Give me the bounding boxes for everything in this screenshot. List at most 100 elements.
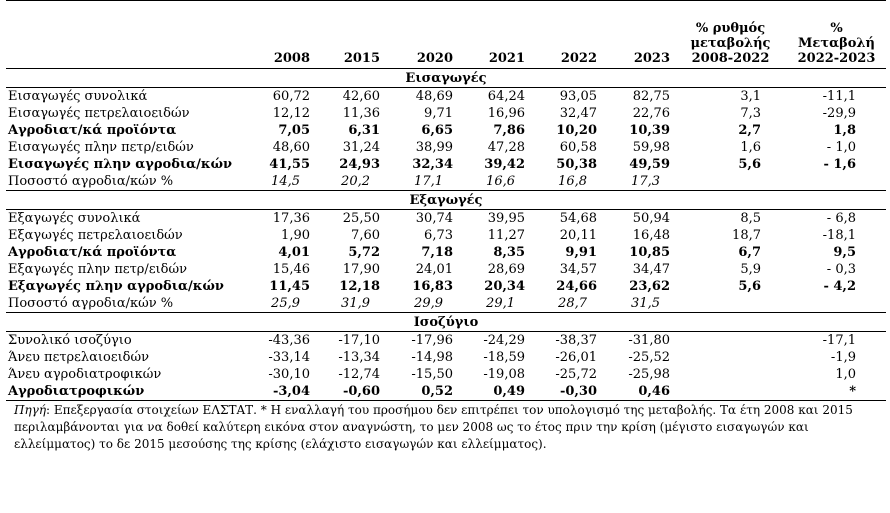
year-header: 2022 (560, 51, 597, 66)
row-label: Συνολικό ισοζύγιο (8, 333, 132, 348)
value-cell: 41,55 (269, 157, 310, 172)
value-cell: 32,47 (559, 106, 597, 121)
value-cell: 22,76 (632, 106, 670, 121)
value-cell: -30,10 (268, 367, 310, 382)
section-header-row: Εισαγωγές (6, 68, 886, 88)
value-cell: 17,36 (272, 211, 310, 226)
value-cell: 50,94 (632, 211, 670, 226)
rate-header-line: % ρυθμός (695, 21, 766, 36)
row-label: Αγροδιατ/κά προϊόντα (8, 245, 177, 260)
change-cell: -18,1 (822, 228, 856, 243)
value-cell: -25,98 (628, 367, 670, 382)
value-cell: 34,47 (632, 262, 670, 277)
value-cell: 38,99 (415, 140, 453, 155)
value-cell: 0,52 (384, 383, 457, 401)
value-cell: 82,75 (632, 89, 670, 104)
value-cell: 16,96 (487, 106, 525, 121)
row-label: Εξαγωγές πετρελαιοειδών (8, 228, 183, 243)
row-label: Εξαγωγές πλην αγροδια/κών (8, 279, 224, 294)
value-cell: 0,46 (601, 383, 674, 401)
value-cell: 17,90 (342, 262, 380, 277)
rate-cell: 2,7 (738, 123, 761, 138)
rate-cell: 8,5 (740, 211, 761, 226)
value-cell: -19,08 (483, 367, 525, 382)
value-cell: 11,27 (487, 228, 525, 243)
value-cell: 42,60 (342, 89, 380, 104)
table-row: Άνευ πετρελαιοειδών -33,14 -13,34 -14,98 -18… (6, 349, 886, 366)
value-cell: 14,5 (271, 174, 300, 189)
table-row: Εισαγωγές πλην αγροδια/κών 41,55 24,93 32,3… (6, 156, 886, 173)
table-row: Εισαγωγές πλην πετρ/ειδών 48,60 31,24 38,99… (6, 139, 886, 156)
value-cell: -17,10 (338, 333, 380, 348)
rate-cell: 18,7 (732, 228, 761, 243)
value-cell: 39,95 (487, 211, 525, 226)
row-label: Αγροδιατ/κά προϊόντα (8, 123, 177, 138)
rate-cell (674, 366, 787, 383)
change-cell: 1,8 (833, 123, 856, 138)
value-cell: 29,9 (414, 296, 443, 311)
value-cell: 24,66 (556, 279, 597, 294)
value-cell: 30,74 (415, 211, 453, 226)
table-row: Αγροδιατροφικών -3,04 -0,60 0,52 0,49 -0,30 0,… (6, 383, 886, 401)
table-row: Αγροδιατ/κά προϊόντα 4,01 5,72 7,18 8,35 9,91… (6, 244, 886, 261)
change-cell: * (787, 383, 886, 401)
value-cell: 16,8 (558, 174, 587, 189)
rate-cell: 7,3 (740, 106, 761, 121)
value-cell: 64,24 (487, 89, 525, 104)
section-title: Εξαγωγές (6, 190, 886, 210)
row-label: Εισαγωγές πλην αγροδια/κών (8, 157, 233, 172)
value-cell: 7,86 (493, 123, 525, 138)
footnote-source-label: Πηγή (14, 403, 47, 417)
change-cell: 9,5 (833, 245, 856, 260)
rate-cell: 5,9 (740, 262, 761, 277)
row-label: Εισαγωγές πλην πετρ/ειδών (8, 140, 194, 155)
rate-cell (674, 332, 787, 350)
value-cell: -31,80 (628, 333, 670, 348)
row-label: Ποσοστό αγροδια/κών % (8, 174, 174, 189)
row-label: Άνευ αγροδιατροφικών (8, 367, 162, 382)
row-label: Εξαγωγές πλην πετρ/ειδών (8, 262, 187, 277)
table-row: Άνευ αγροδιατροφικών -30,10 -12,74 -15,50 -1… (6, 366, 886, 383)
header-label-cell (6, 1, 244, 69)
value-cell: -38,37 (555, 333, 597, 348)
value-cell: 7,60 (351, 228, 380, 243)
section-header-row: Εξαγωγές (6, 190, 886, 210)
row-label: Ποσοστό αγροδια/κών % (8, 296, 174, 311)
table-row: Αγροδιατ/κά προϊόντα 7,05 6,31 6,65 7,86 10,2… (6, 122, 886, 139)
value-cell: 50,38 (556, 157, 597, 172)
value-cell: 6,31 (348, 123, 380, 138)
value-cell: -14,98 (411, 350, 453, 365)
row-label: Εισαγωγές συνολικά (8, 89, 148, 104)
value-cell: 7,05 (278, 123, 310, 138)
value-cell: 16,6 (486, 174, 515, 189)
rate-header: % ρυθμός μεταβολής 2008-2022 (674, 1, 787, 69)
rate-cell (674, 383, 787, 401)
value-cell: -0,60 (314, 383, 384, 401)
value-cell: -17,96 (411, 333, 453, 348)
section-title: Ισοζύγιο (6, 312, 886, 332)
value-cell: 39,42 (484, 157, 525, 172)
table-row: Ποσοστό αγροδια/κών % 14,5 20,2 17,1 16,6 16,… (6, 173, 886, 191)
value-cell: 29,1 (486, 296, 515, 311)
rate-cell: 5,6 (738, 157, 761, 172)
value-cell: -15,50 (411, 367, 453, 382)
table-row: Εξαγωγές πλην αγροδια/κών 11,45 12,18 16,83… (6, 278, 886, 295)
change-cell: -29,9 (822, 106, 856, 121)
value-cell: -26,01 (555, 350, 597, 365)
value-cell: 17,1 (414, 174, 443, 189)
row-label: Άνευ πετρελαιοειδών (8, 350, 150, 365)
change-cell: - 1,0 (826, 140, 856, 155)
row-label: Αγροδιατροφικών (6, 383, 244, 401)
footnote: Πηγή: Επεξεργασία στοιχείων ΕΛΣΤΑΤ. * Η … (6, 402, 884, 453)
value-cell: 20,11 (559, 228, 597, 243)
value-cell: -3,04 (244, 383, 314, 401)
value-cell: 10,85 (629, 245, 670, 260)
value-cell: -25,52 (628, 350, 670, 365)
value-cell: 1,90 (281, 228, 310, 243)
rate-cell (674, 349, 787, 366)
year-header: 2008 (273, 51, 310, 66)
value-cell: 20,34 (484, 279, 525, 294)
value-cell: 48,60 (272, 140, 310, 155)
value-cell: 7,18 (421, 245, 453, 260)
value-cell: -0,30 (529, 383, 601, 401)
